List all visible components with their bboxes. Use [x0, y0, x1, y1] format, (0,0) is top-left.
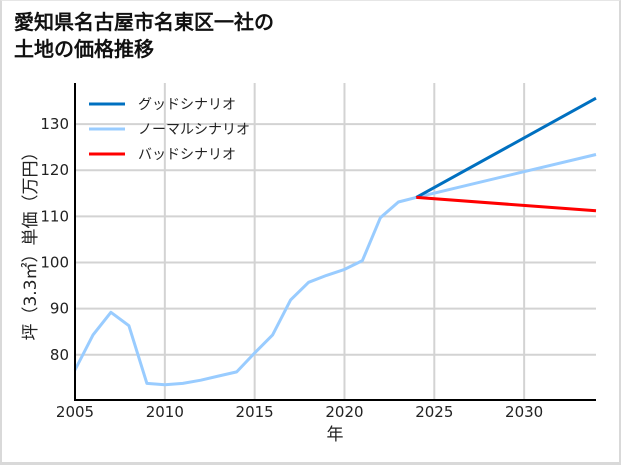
chart-title: 愛知県名古屋市名東区一社の 土地の価格推移	[14, 9, 274, 63]
chart-title-line-1: 愛知県名古屋市名東区一社の	[14, 10, 274, 34]
y-tick-label: 90	[50, 300, 69, 318]
chart-title-line-2: 土地の価格推移	[14, 37, 154, 61]
legend-label: バッドシナリオ	[138, 147, 236, 163]
y-tick-label: 100	[40, 253, 69, 271]
legend-label: グッドシナリオ	[138, 97, 236, 113]
x-tick-label: 2025	[415, 403, 453, 421]
y-axis-label: 坪（3.3㎡）単価（万円）	[21, 143, 41, 340]
series-line	[73, 153, 597, 387]
x-tick-label: 2020	[325, 403, 363, 421]
x-axis-label: 年	[327, 425, 344, 445]
series-line	[416, 195, 597, 213]
x-tick-label: 2030	[505, 403, 543, 421]
grid-lines	[75, 83, 596, 400]
x-tick-labels: 2005 2010 2015 2020 2025 2030	[56, 403, 543, 421]
x-tick-label: 2005	[56, 403, 94, 421]
x-tick-label: 2010	[146, 403, 184, 421]
y-tick-labels: 80 90 100 110 120 130	[40, 115, 69, 364]
y-tick-label: 80	[50, 346, 69, 364]
y-tick-label: 110	[40, 207, 69, 225]
legend-label: ノーマルシナリオ	[138, 122, 250, 138]
y-tick-label: 130	[40, 115, 69, 133]
x-tick-label: 2015	[236, 403, 274, 421]
data-lines	[73, 96, 597, 387]
y-tick-label: 120	[40, 161, 69, 179]
series-line	[415, 96, 597, 199]
axes	[74, 83, 596, 401]
